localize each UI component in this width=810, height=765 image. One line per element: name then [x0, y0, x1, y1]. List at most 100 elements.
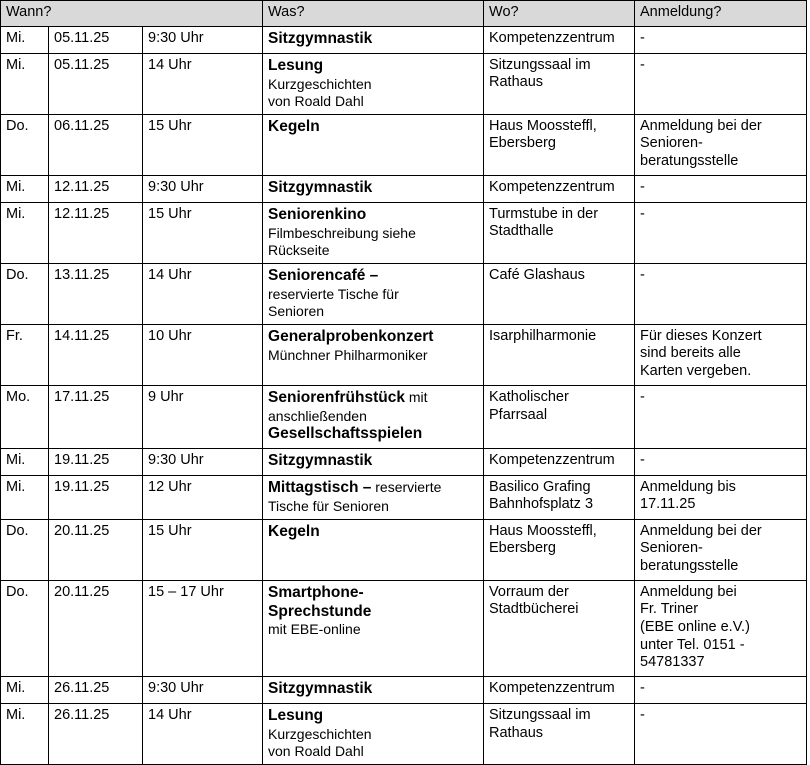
table-row: Mi. 05.11.25 14 Uhr Lesung Kurzgeschichten vo…	[0, 52, 808, 115]
cell-day: Mi.	[0, 474, 49, 520]
event-description-line: Kurzgeschichten	[268, 725, 372, 742]
cell-date: 12.11.25	[48, 174, 143, 203]
cell-event: Smartphone- Sprechstunde mit EBE-online	[262, 579, 485, 678]
cell-time: 15 – 17 Uhr	[141, 579, 264, 678]
cell-date: 14.11.25	[48, 323, 143, 386]
cell-event: Generalprobenkonzert Münchner Philharmoni…	[262, 323, 485, 386]
cell-location: Sitzungssaal im Rathaus	[483, 52, 636, 115]
event-description-line: von Roald Dahl	[268, 92, 364, 109]
cell-day: Mi.	[0, 174, 49, 203]
cell-location: Haus Moossteffl, Ebersberg	[483, 113, 636, 176]
event-description-line: Senioren	[268, 302, 325, 319]
cell-time: 9:30 Uhr	[141, 25, 264, 54]
cell-location: Vorraum der Stadtbücherei	[483, 579, 636, 678]
table-row: Mi. 05.11.25 9:30 Uhr Sitzgymnastik Kompeten…	[0, 25, 808, 54]
cell-day: Mo.	[0, 384, 49, 449]
table-header: Wann? Was? Wo? Anmeldung?	[0, 0, 808, 27]
cell-event: Seniorenkino Filmbeschreibung siehe Rückse…	[262, 201, 485, 264]
event-title: Sitzgymnastik	[268, 680, 373, 698]
cell-day: Mi.	[0, 201, 49, 264]
cell-event: Seniorenfrühstück mit anschließenden Gesel…	[262, 384, 485, 449]
cell-registration: -	[634, 676, 808, 704]
event-subtitle: mit	[404, 388, 428, 405]
cell-date: 20.11.25	[48, 518, 143, 581]
event-title: Seniorencafé –	[268, 266, 379, 284]
cell-time: 9 Uhr	[141, 384, 264, 449]
cell-date: 26.11.25	[48, 702, 143, 765]
event-title: Smartphone-	[268, 583, 364, 601]
column-header-what: Was?	[262, 0, 485, 27]
cell-location: Isarphilharmonie	[483, 323, 636, 386]
cell-location: Kompetenzzentrum	[483, 676, 636, 704]
cell-event: Mittagstisch – reservierte Tische für Sen…	[262, 474, 485, 520]
cell-day: Do.	[0, 518, 49, 581]
cell-day: Mi.	[0, 25, 49, 54]
event-description-line: Kurzgeschichten	[268, 75, 372, 92]
cell-event: Seniorencafé – reservierte Tische für Seni…	[262, 262, 485, 325]
cell-registration: -	[634, 201, 808, 264]
table-row: Mi. 19.11.25 9:30 Uhr Sitzgymnastik Kompeten…	[0, 447, 808, 476]
cell-location: Kompetenzzentrum	[483, 174, 636, 203]
cell-registration: -	[634, 262, 808, 325]
cell-day: Fr.	[0, 323, 49, 386]
cell-day: Mi.	[0, 702, 49, 765]
cell-registration: -	[634, 447, 808, 476]
cell-registration: Anmeldung bei der Senioren- beratungsste…	[634, 518, 808, 581]
event-title: Lesung	[268, 56, 324, 74]
event-title: Sitzgymnastik	[268, 451, 373, 469]
table-row: Do. 20.11.25 15 Uhr Kegeln Haus Moossteffl, …	[0, 518, 808, 581]
event-description-line: Rückseite	[268, 241, 330, 258]
table-row: Mi. 12.11.25 15 Uhr Seniorenkino Filmbeschre…	[0, 201, 808, 264]
cell-time: 9:30 Uhr	[141, 447, 264, 476]
cell-time: 14 Uhr	[141, 52, 264, 115]
cell-date: 05.11.25	[48, 52, 143, 115]
event-description-line: Filmbeschreibung siehe	[268, 224, 416, 241]
table-row: Do. 13.11.25 14 Uhr Seniorencafé – reservier…	[0, 262, 808, 325]
table-row: Fr. 14.11.25 10 Uhr Generalprobenkonzert Mün…	[0, 323, 808, 386]
cell-registration: Anmeldung bis 17.11.25	[634, 474, 808, 520]
table-row: Mo. 17.11.25 9 Uhr Seniorenfrühstück mit ans…	[0, 384, 808, 449]
cell-location: Café Glashaus	[483, 262, 636, 325]
cell-event: Sitzgymnastik	[262, 174, 485, 203]
event-description-line: Tische für Senioren	[268, 497, 389, 514]
cell-location: Basilico Grafing Bahnhofsplatz 3	[483, 474, 636, 520]
event-title: Gesellschaftsspielen	[268, 424, 423, 442]
column-header-when: Wann?	[0, 0, 264, 27]
table-row: Mi. 26.11.25 9:30 Uhr Sitzgymnastik Kompeten…	[0, 676, 808, 704]
cell-date: 13.11.25	[48, 262, 143, 325]
cell-time: 15 Uhr	[141, 201, 264, 264]
cell-day: Do.	[0, 262, 49, 325]
cell-event: Lesung Kurzgeschichten von Roald Dahl	[262, 52, 485, 115]
cell-registration: -	[634, 52, 808, 115]
event-description-line: Münchner Philharmoniker	[268, 346, 428, 363]
event-description-line: anschließenden	[268, 407, 367, 424]
cell-event: Kegeln	[262, 113, 485, 176]
column-header-where: Wo?	[483, 0, 636, 27]
cell-location: Kompetenzzentrum	[483, 25, 636, 54]
cell-day: Mi.	[0, 52, 49, 115]
cell-day: Do.	[0, 113, 49, 176]
event-subtitle: reservierte	[371, 478, 442, 495]
cell-event: Lesung Kurzgeschichten von Roald Dahl	[262, 702, 485, 765]
event-title: Kegeln	[268, 522, 320, 540]
cell-registration: Anmeldung bei Fr. Triner (EBE online e.V…	[634, 579, 808, 678]
event-title: Kegeln	[268, 117, 320, 135]
cell-registration: -	[634, 174, 808, 203]
event-title: Sprechstunde	[268, 602, 372, 620]
table-row: Mi. 26.11.25 14 Uhr Lesung Kurzgeschichten vo…	[0, 702, 808, 765]
cell-time: 14 Uhr	[141, 262, 264, 325]
table-row: Mi. 12.11.25 9:30 Uhr Sitzgymnastik Kompeten…	[0, 174, 808, 203]
event-title: Seniorenkino	[268, 205, 367, 223]
cell-registration: -	[634, 25, 808, 54]
cell-event: Kegeln	[262, 518, 485, 581]
cell-time: 9:30 Uhr	[141, 174, 264, 203]
event-title: Generalprobenkonzert	[268, 327, 434, 345]
cell-date: 26.11.25	[48, 676, 143, 704]
cell-day: Do.	[0, 579, 49, 678]
table-row: Do. 20.11.25 15 – 17 Uhr Smartphone- Sprechs…	[0, 579, 808, 678]
cell-day: Mi.	[0, 447, 49, 476]
cell-registration: -	[634, 702, 808, 765]
cell-location: Turmstube in der Stadthalle	[483, 201, 636, 264]
